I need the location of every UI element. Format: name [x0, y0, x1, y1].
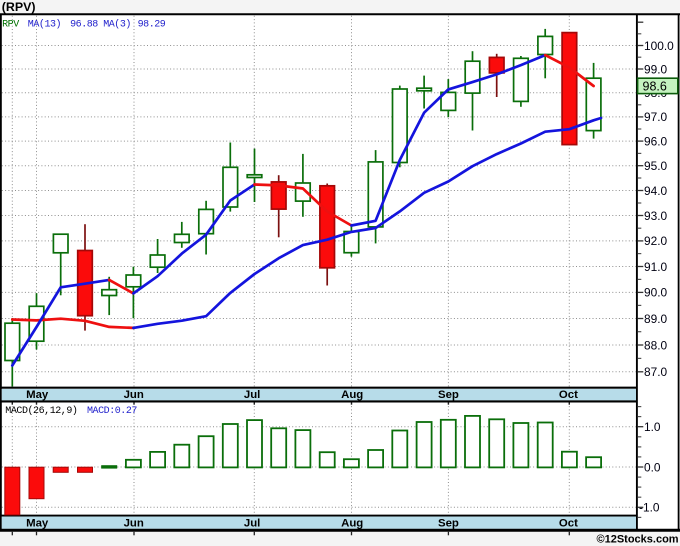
- svg-text:Aug: Aug: [341, 389, 363, 401]
- svg-text:99.0: 99.0: [644, 62, 668, 76]
- svg-text:0.0: 0.0: [644, 460, 661, 474]
- svg-text:96.88: 96.88: [70, 20, 98, 31]
- svg-text:Jul: Jul: [244, 389, 260, 401]
- svg-text:89.0: 89.0: [644, 312, 668, 326]
- svg-text:©12Stocks.com: ©12Stocks.com: [597, 534, 679, 546]
- svg-text:91.0: 91.0: [644, 260, 668, 274]
- svg-text:Jun: Jun: [124, 389, 144, 401]
- svg-text:MACD:0.27: MACD:0.27: [87, 406, 137, 417]
- svg-text:Sep: Sep: [438, 517, 459, 529]
- svg-text:98.29: 98.29: [138, 20, 166, 31]
- svg-text:93.0: 93.0: [644, 209, 668, 223]
- svg-text:MA(3): MA(3): [103, 19, 131, 31]
- svg-text:Oct: Oct: [559, 389, 578, 401]
- svg-text:96.0: 96.0: [644, 134, 668, 148]
- svg-text:100.0: 100.0: [644, 39, 674, 53]
- svg-text:-1.0: -1.0: [639, 501, 660, 515]
- svg-text:Oct: Oct: [559, 517, 578, 529]
- svg-text:Aug: Aug: [341, 517, 363, 529]
- svg-text:Jun: Jun: [124, 517, 144, 529]
- svg-text:May: May: [26, 389, 49, 401]
- svg-text:94.0: 94.0: [644, 184, 668, 198]
- svg-text:1.0: 1.0: [644, 420, 661, 434]
- svg-text:RPV: RPV: [2, 20, 19, 31]
- svg-text:Jul: Jul: [244, 517, 260, 529]
- svg-text:(RPV): (RPV): [2, 0, 36, 14]
- svg-text:98.6: 98.6: [643, 79, 667, 93]
- svg-text:87.0: 87.0: [644, 365, 668, 379]
- svg-text:May: May: [26, 517, 49, 529]
- svg-text:97.0: 97.0: [644, 110, 668, 124]
- svg-text:90.0: 90.0: [644, 286, 668, 300]
- svg-text:MACD(26,12,9): MACD(26,12,9): [5, 405, 77, 417]
- svg-text:Sep: Sep: [438, 389, 459, 401]
- svg-text:95.0: 95.0: [644, 159, 668, 173]
- svg-text:92.0: 92.0: [644, 234, 668, 248]
- svg-text:88.0: 88.0: [644, 338, 668, 352]
- svg-text:MA(13): MA(13): [28, 19, 61, 31]
